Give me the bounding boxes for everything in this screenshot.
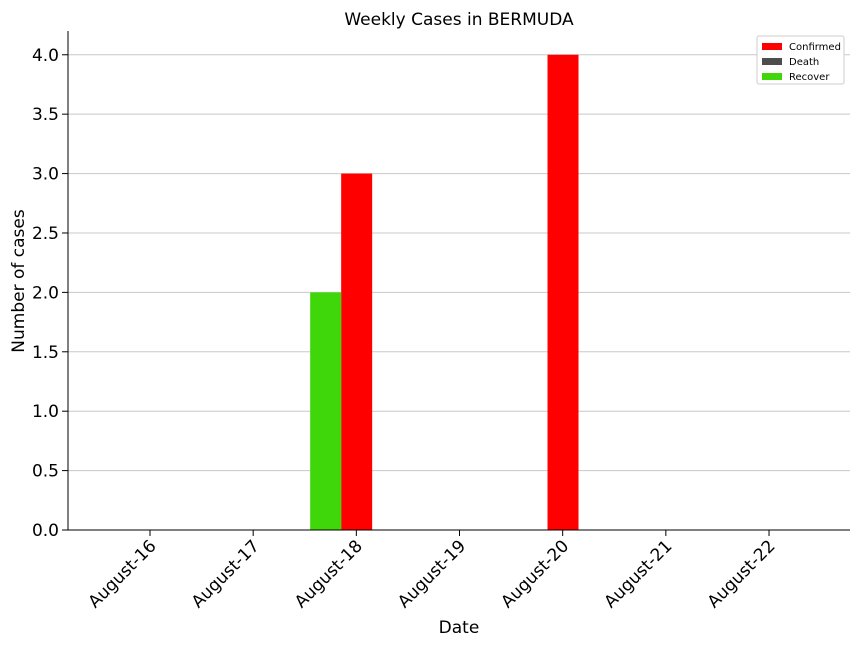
y-tick-label: 1.0: [32, 402, 59, 422]
x-tick-label: August-16: [85, 536, 161, 612]
bar-confirmed-august-19: [547, 54, 579, 531]
x-tick-label: August-20: [497, 536, 573, 612]
legend-label-confirmed: Confirmed: [789, 42, 841, 53]
y-tick-label: 2.0: [32, 283, 59, 303]
y-tick-label: 3.5: [32, 105, 59, 125]
bar-confirmed-august-17: [341, 173, 373, 531]
legend-swatch-recover: [762, 73, 782, 80]
x-axis-label: Date: [439, 618, 480, 638]
y-axis-label: Number of cases: [9, 209, 29, 353]
x-tick-label: August-19: [394, 536, 470, 612]
legend-swatch-death: [762, 58, 782, 65]
legend-swatch-confirmed: [762, 43, 782, 50]
legend: Confirmed Death Recover: [756, 35, 845, 85]
y-tick-label: 4.0: [32, 46, 59, 66]
y-tick-label: 2.5: [32, 224, 59, 244]
x-tick-label: August-21: [601, 536, 677, 612]
y-tick-label: 0.0: [32, 521, 59, 541]
legend-label-recover: Recover: [789, 72, 830, 83]
y-tick-label: 3.0: [32, 165, 59, 185]
x-tick-label: August-22: [704, 536, 780, 612]
legend-label-death: Death: [789, 57, 819, 68]
grid-lines: [68, 54, 850, 531]
axes: [67, 31, 850, 531]
y-tick-label: 1.5: [32, 343, 59, 363]
bars: [310, 54, 579, 531]
y-tick-label: 0.5: [32, 462, 59, 482]
y-axis-ticks: 0.0 0.5 1.0 1.5 2.0 2.5 3.0 3.5 4.0: [32, 46, 68, 541]
x-tick-label: August-17: [188, 536, 264, 612]
x-tick-label: August-18: [291, 536, 367, 612]
bar-recover-august-17: [310, 292, 342, 530]
chart-title: Weekly Cases in BERMUDA: [344, 10, 574, 30]
x-axis-ticks: August-16 August-17 August-18 August-19 Augu…: [85, 530, 780, 612]
